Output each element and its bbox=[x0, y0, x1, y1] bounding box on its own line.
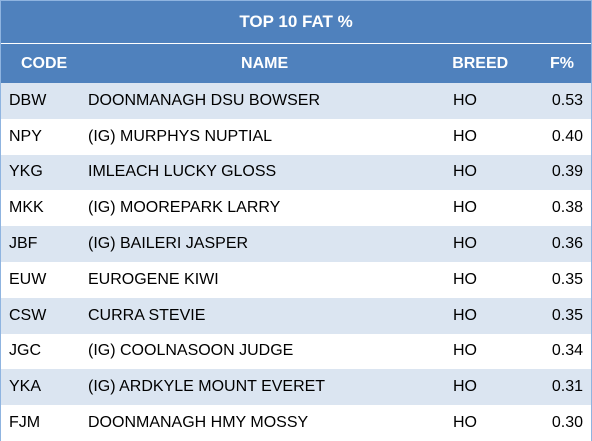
table-row: EUW EUROGENE KIWI HO 0.35 bbox=[1, 261, 591, 298]
cell-code: MKK bbox=[9, 199, 44, 217]
cell-name: CURRA STEVIE bbox=[88, 306, 206, 324]
table-row: YKA (IG) ARDKYLE MOUNT EVERET HO 0.31 bbox=[1, 369, 591, 406]
table-row: NPY (IG) MURPHYS NUPTIAL HO 0.40 bbox=[1, 118, 591, 155]
cell-name: (IG) ARDKYLE MOUNT EVERET bbox=[88, 378, 326, 396]
cell-code: JBF bbox=[9, 235, 38, 253]
cell-breed: HO bbox=[453, 91, 477, 109]
table-title: TOP 10 FAT % bbox=[1, 1, 591, 44]
cell-fat: 0.40 bbox=[551, 127, 583, 145]
table-row: JGC (IG) COOLNASOON JUDGE HO 0.34 bbox=[1, 333, 591, 370]
cell-breed: HO bbox=[453, 127, 477, 145]
cell-breed: HO bbox=[453, 378, 477, 396]
table-body: DBW DOONMANAGH DSU BOWSER HO 0.53 NPY (I… bbox=[1, 83, 591, 441]
column-header-code: CODE bbox=[21, 54, 68, 72]
cell-fat: 0.35 bbox=[551, 270, 583, 288]
cell-breed: HO bbox=[453, 199, 477, 217]
cell-fat: 0.39 bbox=[551, 163, 583, 181]
cell-breed: HO bbox=[453, 342, 477, 360]
cell-code: YKA bbox=[9, 378, 42, 396]
cell-code: NPY bbox=[9, 127, 42, 145]
cell-fat: 0.34 bbox=[551, 342, 583, 360]
table-row: MKK (IG) MOOREPARK LARRY HO 0.38 bbox=[1, 190, 591, 227]
cell-code: YKG bbox=[9, 163, 43, 181]
table-row: JBF (IG) BAILERI JASPER HO 0.36 bbox=[1, 226, 591, 262]
cell-name: DOONMANAGH DSU BOWSER bbox=[88, 91, 321, 109]
table-row: CSW CURRA STEVIE HO 0.35 bbox=[1, 297, 591, 334]
cell-name: (IG) COOLNASOON JUDGE bbox=[88, 342, 294, 360]
cell-breed: HO bbox=[453, 306, 477, 324]
cell-code: JGC bbox=[9, 342, 41, 360]
cell-code: EUW bbox=[9, 270, 47, 288]
cell-code: FJM bbox=[9, 414, 41, 432]
cell-code: DBW bbox=[9, 91, 47, 109]
cell-fat: 0.53 bbox=[551, 91, 583, 109]
cell-name: DOONMANAGH HMY MOSSY bbox=[88, 414, 309, 432]
column-header-fat: F% bbox=[549, 54, 574, 72]
column-header-name: NAME bbox=[241, 54, 289, 72]
cell-fat: 0.35 bbox=[551, 306, 583, 324]
table-header-row: CODE NAME BREED F% bbox=[1, 44, 591, 83]
table-row: DBW DOONMANAGH DSU BOWSER HO 0.53 bbox=[1, 83, 591, 119]
cell-fat: 0.31 bbox=[551, 378, 583, 396]
cell-name: IMLEACH LUCKY GLOSS bbox=[88, 163, 277, 181]
cell-breed: HO bbox=[453, 235, 477, 253]
cell-fat: 0.36 bbox=[551, 235, 583, 253]
cell-fat: 0.38 bbox=[551, 199, 583, 217]
cell-fat: 0.30 bbox=[551, 414, 583, 432]
table-row: YKG IMLEACH LUCKY GLOSS HO 0.39 bbox=[1, 154, 591, 191]
cell-breed: HO bbox=[453, 270, 477, 288]
table-row: FJM DOONMANAGH HMY MOSSY HO 0.30 bbox=[1, 405, 591, 441]
cell-name: (IG) BAILERI JASPER bbox=[88, 235, 249, 253]
cell-code: CSW bbox=[9, 306, 47, 324]
column-header-breed: BREED bbox=[452, 54, 509, 72]
cell-name: (IG) MOOREPARK LARRY bbox=[88, 199, 281, 217]
cell-name: EUROGENE KIWI bbox=[88, 270, 219, 288]
cell-name: (IG) MURPHYS NUPTIAL bbox=[88, 127, 273, 145]
cell-breed: HO bbox=[453, 163, 477, 181]
cell-breed: HO bbox=[453, 414, 477, 432]
